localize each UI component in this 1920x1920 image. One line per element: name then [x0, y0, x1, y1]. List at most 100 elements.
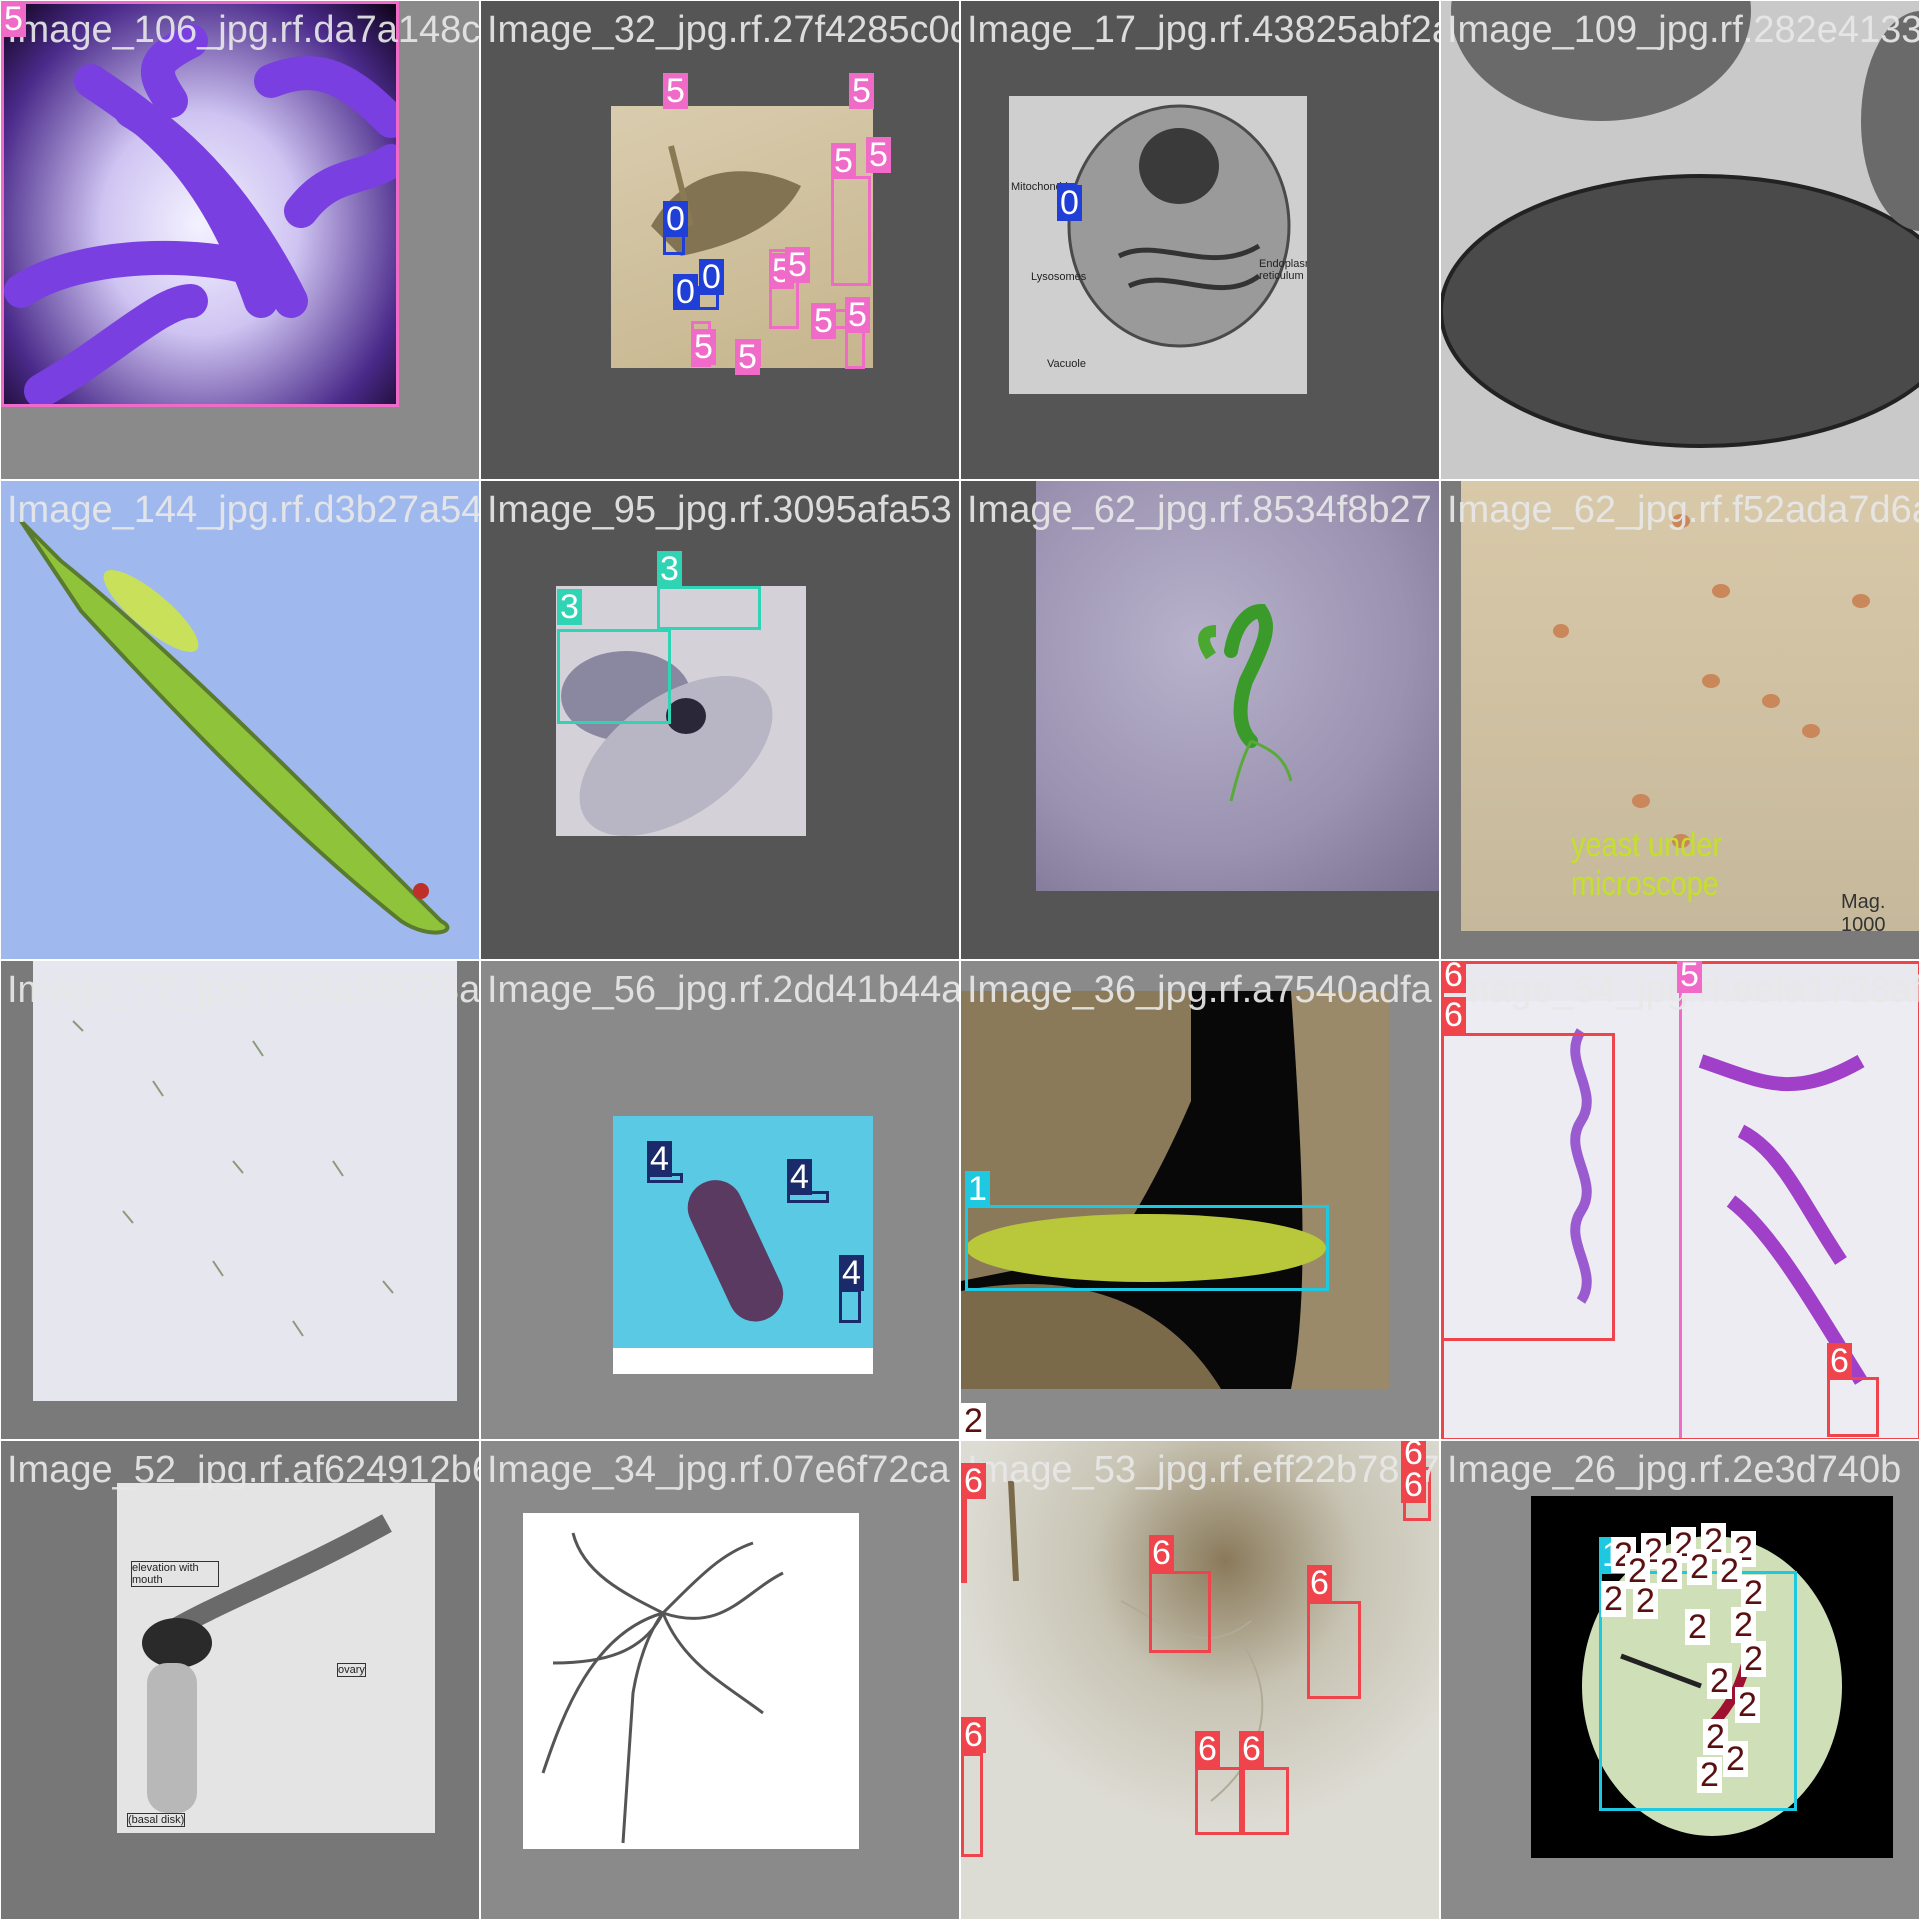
- class-label: 2: [1741, 1641, 1766, 1677]
- class-label: 2: [1685, 1609, 1710, 1645]
- tile-7: yeast under microscope Mag. 1000 Image_6…: [1440, 480, 1920, 960]
- image-caption: yeast under microscope: [1571, 826, 1723, 903]
- class-label: 2: [1601, 1581, 1626, 1617]
- class-label: 2: [1657, 1553, 1682, 1589]
- tile-14: 6 6 6 6 6 6 6 6 Image_53_jpg.rf.eff22b78…: [960, 1440, 1440, 1920]
- bbox: [839, 1289, 861, 1323]
- class-label: 5: [866, 137, 891, 173]
- class-label: 4: [787, 1159, 812, 1195]
- magnification-label: Mag. 1000: [1841, 891, 1886, 931]
- class-label: 6: [961, 1717, 986, 1753]
- class-label: 5: [845, 297, 870, 333]
- tile-12: elevation with mouth ovary (basal disk) …: [0, 1440, 480, 1920]
- tile-1: 5 5 5 5 0 0 0 5 5 5 5 5 5 Image_32_jpg.r…: [480, 0, 960, 480]
- tile-filename: Image_52_jpg.rf.af624912b6: [7, 1449, 480, 1491]
- class-label: 6: [1401, 1467, 1426, 1503]
- sperm-cells-photo: [72, 1020, 394, 1337]
- class-label: 5: [811, 303, 836, 339]
- tile-image: [1, 481, 479, 959]
- class-label: 0: [673, 274, 698, 310]
- class-label: 4: [839, 1255, 864, 1291]
- tile-image: [961, 991, 1389, 1389]
- tile-filename: Image_72_jpg.rf.c9a88928a: [7, 969, 480, 1011]
- tile-2: Mitochondria Lysosomes Vacuole Endoplasm…: [960, 0, 1440, 480]
- class-label: 6: [1441, 997, 1466, 1033]
- bbox: [1307, 1601, 1361, 1699]
- tile-filename: Image_106_jpg.rf.da7a148ca: [7, 9, 480, 51]
- bbox: [831, 176, 871, 286]
- tile-13: Image_34_jpg.rf.07e6f72ca: [480, 1440, 960, 1920]
- hydra-photo: [1198, 603, 1293, 802]
- class-label: 5: [831, 143, 856, 179]
- diagram-label: elevation with mouth: [131, 1561, 219, 1587]
- class-label: 6: [1239, 1731, 1264, 1767]
- tile-image: Mitochondria Lysosomes Vacuole Endoplasm…: [1009, 96, 1307, 394]
- class-label: 2: [1735, 1687, 1760, 1723]
- class-label: 6: [1441, 961, 1466, 993]
- class-label: 6: [1827, 1343, 1852, 1379]
- class-label: 4: [647, 1141, 672, 1177]
- class-label: 5: [663, 73, 688, 109]
- class-label: 2: [1717, 1553, 1742, 1589]
- paramecium-photo: [561, 651, 773, 836]
- tile-filename: Image_144_jpg.rf.d3b27a54: [7, 489, 480, 531]
- class-label: 2: [1687, 1549, 1712, 1585]
- class-label: 0: [699, 259, 724, 295]
- class-label: 0: [663, 201, 688, 237]
- class-label: 2: [1731, 1607, 1756, 1643]
- diagram-label: ovary: [337, 1663, 366, 1677]
- class-label: 5: [735, 339, 760, 375]
- class-label: 6: [1149, 1535, 1174, 1571]
- class-label: 6: [1307, 1565, 1332, 1601]
- tile-3: Image_109_jpg.rf.282e41336: [1440, 0, 1920, 480]
- tile-0: 5 Image_106_jpg.rf.da7a148ca: [0, 0, 480, 480]
- tile-filename: Image_62_jpg.rf.8534f8b27: [967, 489, 1432, 531]
- bbox: [1827, 1377, 1879, 1437]
- class-label: 2: [1741, 1575, 1766, 1611]
- tile-image: [33, 961, 457, 1401]
- tile-image: [1, 1, 399, 407]
- class-label: 2: [1723, 1741, 1748, 1777]
- tile-5: 3 3 Image_95_jpg.rf.3095afa53: [480, 480, 960, 960]
- class-label: 2: [1701, 1523, 1726, 1559]
- class-label: 5: [849, 73, 874, 109]
- tile-image: [1441, 1, 1919, 479]
- bbox: [1239, 1767, 1289, 1835]
- diagram-label: (basal disk): [127, 1813, 186, 1827]
- bacteria-tem: [1441, 1, 1919, 448]
- tile-image: [556, 586, 806, 836]
- tile-filename: Image_95_jpg.rf.3095afa53: [487, 489, 952, 531]
- tile-filename: Image_53_jpg.rf.eff22b78c7: [967, 1449, 1440, 1491]
- bbox: [1195, 1767, 1245, 1835]
- tile-filename: Image_62_jpg.rf.f52ada7d6a: [1447, 489, 1920, 531]
- tile-9: 4 4 4 Image_56_jpg.rf.2dd41b44a: [480, 960, 960, 1440]
- bbox: [961, 1753, 983, 1857]
- bacteria-illustration: [4, 24, 399, 407]
- class-label: 2: [1633, 1583, 1658, 1619]
- bbox: [1, 1, 399, 407]
- diagram-label: Lysosomes: [1031, 271, 1087, 283]
- class-label: 3: [657, 551, 682, 587]
- tile-15: 1 2 2 2 2 2 2 2 2 2 2 2 2 2 2 2 2 2 2 2 …: [1440, 1440, 1920, 1920]
- bbox: [961, 1499, 967, 1583]
- tile-filename: Image_109_jpg.rf.282e41336: [1447, 9, 1920, 51]
- tile-filename: Image_34_jpg.rf.07e6f72ca: [487, 1449, 950, 1491]
- tile-image: [1036, 481, 1439, 891]
- class-label: 5: [1, 1, 26, 37]
- diagram-label: Vacuole: [1047, 358, 1086, 370]
- tile-image: [961, 1441, 1439, 1919]
- yeast-photo: [1553, 514, 1870, 848]
- hydra-sketch: [541, 1532, 784, 1844]
- bacillus-photo: [613, 1180, 873, 1374]
- class-label: 6: [1401, 1441, 1426, 1471]
- tile-image: [523, 1513, 859, 1849]
- tile-image: elevation with mouth ovary (basal disk): [117, 1483, 435, 1833]
- tile-filename: Image_56_jpg.rf.2dd41b44a: [487, 969, 960, 1011]
- bbox: [965, 1205, 1329, 1291]
- tile-filename: Image_17_jpg.rf.43825abf2a1: [967, 9, 1440, 51]
- bbox: [1149, 1571, 1211, 1653]
- class-label: 3: [557, 589, 582, 625]
- tile-6: Image_62_jpg.rf.8534f8b27: [960, 480, 1440, 960]
- tile-4: Image_144_jpg.rf.d3b27a54: [0, 480, 480, 960]
